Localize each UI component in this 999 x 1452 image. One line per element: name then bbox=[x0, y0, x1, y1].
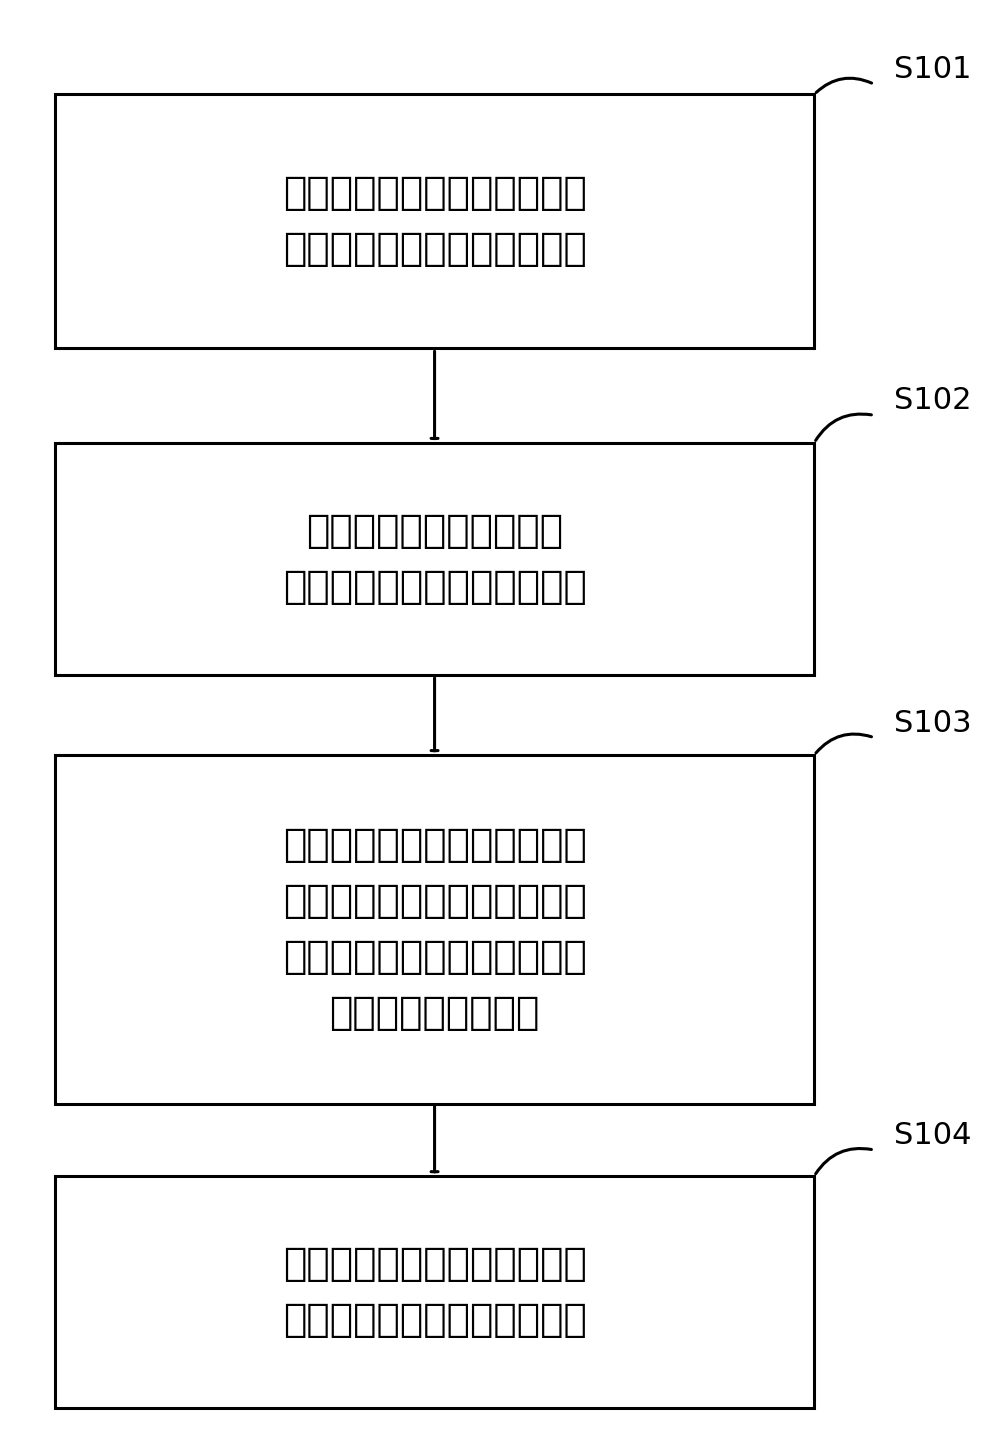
FancyArrowPatch shape bbox=[815, 1149, 871, 1173]
Text: 将端极片折合，使其贴合于器
件主体的边缘延伸并形成电极: 将端极片折合，使其贴合于器 件主体的边缘延伸并形成电极 bbox=[283, 1246, 586, 1339]
Text: S103: S103 bbox=[894, 709, 972, 738]
Text: 采用点焊工艺将绕组线圈
的首尾引出端与端极片相连接: 采用点焊工艺将绕组线圈 的首尾引出端与端极片相连接 bbox=[283, 513, 586, 605]
Bar bbox=[55, 755, 814, 1104]
Bar bbox=[55, 94, 814, 348]
Text: S101: S101 bbox=[894, 55, 972, 84]
FancyArrowPatch shape bbox=[816, 78, 871, 93]
Text: 采用扁平线绕制方式制作扁平
漆包线绕组，以形成绕组线圈: 采用扁平线绕制方式制作扁平 漆包线绕组，以形成绕组线圈 bbox=[283, 174, 586, 269]
Text: 采用合金粉料将绕组线圈全部
包覆，通过成型机对注入模具
型腔内的绕组线圈和合金粉料
施压，形成器件主体: 采用合金粉料将绕组线圈全部 包覆，通过成型机对注入模具 型腔内的绕组线圈和合金粉… bbox=[283, 826, 586, 1032]
Text: S102: S102 bbox=[894, 386, 972, 415]
FancyArrowPatch shape bbox=[815, 414, 871, 440]
FancyArrowPatch shape bbox=[816, 735, 871, 754]
Bar bbox=[55, 1176, 814, 1408]
Bar bbox=[55, 443, 814, 675]
Text: S104: S104 bbox=[894, 1121, 972, 1150]
